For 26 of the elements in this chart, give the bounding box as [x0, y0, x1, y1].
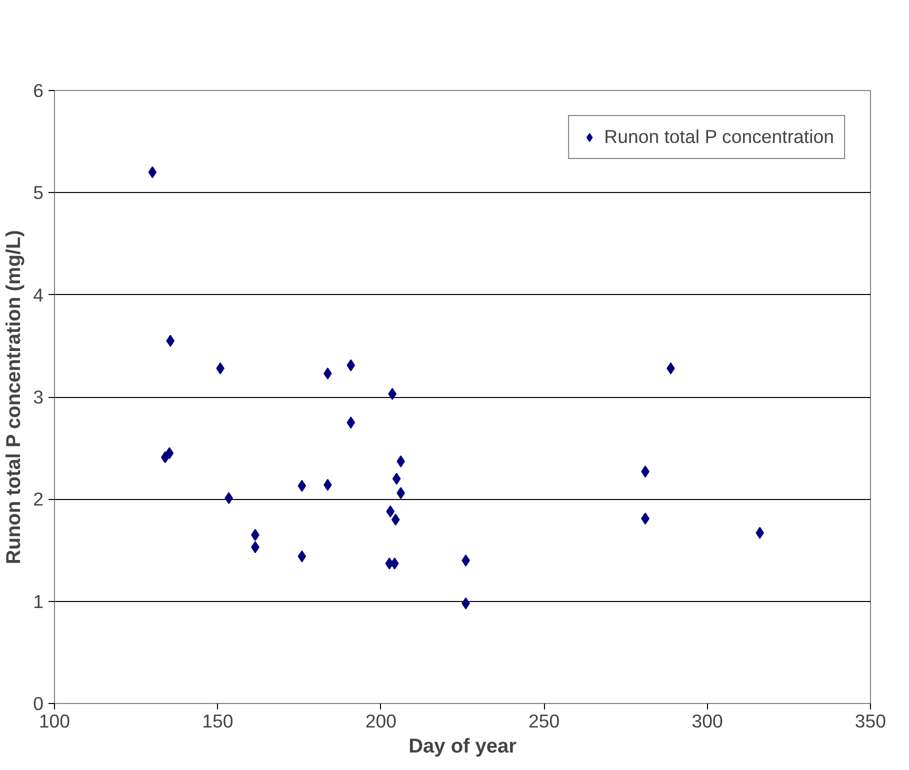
point — [346, 359, 356, 372]
y-tick-label: 5 — [33, 182, 44, 204]
point — [166, 334, 175, 347]
point — [165, 447, 174, 460]
point — [391, 514, 400, 526]
x-tick-label: 150 — [202, 710, 234, 732]
point — [346, 416, 356, 429]
y-tick-label: 2 — [33, 488, 44, 510]
point — [756, 526, 764, 539]
point — [298, 550, 306, 562]
y-tick-label: 6 — [33, 80, 44, 101]
x-axis-title: Day of year — [408, 736, 517, 758]
point — [324, 368, 332, 380]
point — [386, 505, 395, 518]
point — [298, 480, 306, 492]
y-tick-label: 1 — [33, 590, 44, 612]
x-tick-label: 250 — [528, 710, 560, 732]
y-axis-title: Runon total P concentration (mg/L) — [3, 230, 26, 564]
x-tick-label: 300 — [692, 710, 723, 732]
legend-label: Runon total P concentration — [604, 126, 834, 148]
point — [392, 472, 401, 485]
x-tick-label: 350 — [854, 710, 886, 732]
x-tick-label: 200 — [365, 710, 396, 732]
y-tick-label: 3 — [33, 386, 44, 408]
point — [148, 166, 157, 178]
y-tick-label: 4 — [33, 284, 44, 306]
